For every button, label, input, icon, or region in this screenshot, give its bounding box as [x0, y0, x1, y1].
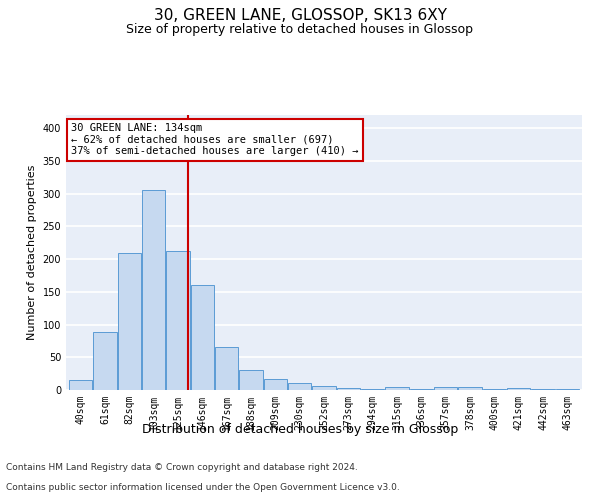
Bar	[507, 388, 530, 390]
Bar	[313, 386, 335, 390]
Bar	[410, 388, 433, 390]
Text: Distribution of detached houses by size in Glossop: Distribution of detached houses by size …	[142, 422, 458, 436]
Bar	[215, 348, 238, 390]
Bar	[385, 388, 409, 390]
Text: 30, GREEN LANE, GLOSSOP, SK13 6XY: 30, GREEN LANE, GLOSSOP, SK13 6XY	[154, 8, 446, 22]
Bar	[483, 388, 506, 390]
Bar	[532, 388, 554, 390]
Text: 30 GREEN LANE: 134sqm
← 62% of detached houses are smaller (697)
37% of semi-det: 30 GREEN LANE: 134sqm ← 62% of detached …	[71, 123, 359, 156]
Bar	[94, 332, 116, 390]
Bar	[191, 285, 214, 390]
Text: Contains public sector information licensed under the Open Government Licence v3: Contains public sector information licen…	[6, 484, 400, 492]
Bar	[458, 386, 482, 390]
Bar	[361, 388, 384, 390]
Bar	[69, 380, 92, 390]
Text: Contains HM Land Registry data © Crown copyright and database right 2024.: Contains HM Land Registry data © Crown c…	[6, 464, 358, 472]
Bar	[337, 388, 360, 390]
Bar	[434, 386, 457, 390]
Bar	[118, 252, 141, 390]
Bar	[288, 384, 311, 390]
Y-axis label: Number of detached properties: Number of detached properties	[27, 165, 37, 340]
Bar	[166, 250, 190, 390]
Bar	[556, 388, 579, 390]
Bar	[239, 370, 263, 390]
Bar	[142, 190, 165, 390]
Bar	[264, 379, 287, 390]
Text: Size of property relative to detached houses in Glossop: Size of property relative to detached ho…	[127, 22, 473, 36]
